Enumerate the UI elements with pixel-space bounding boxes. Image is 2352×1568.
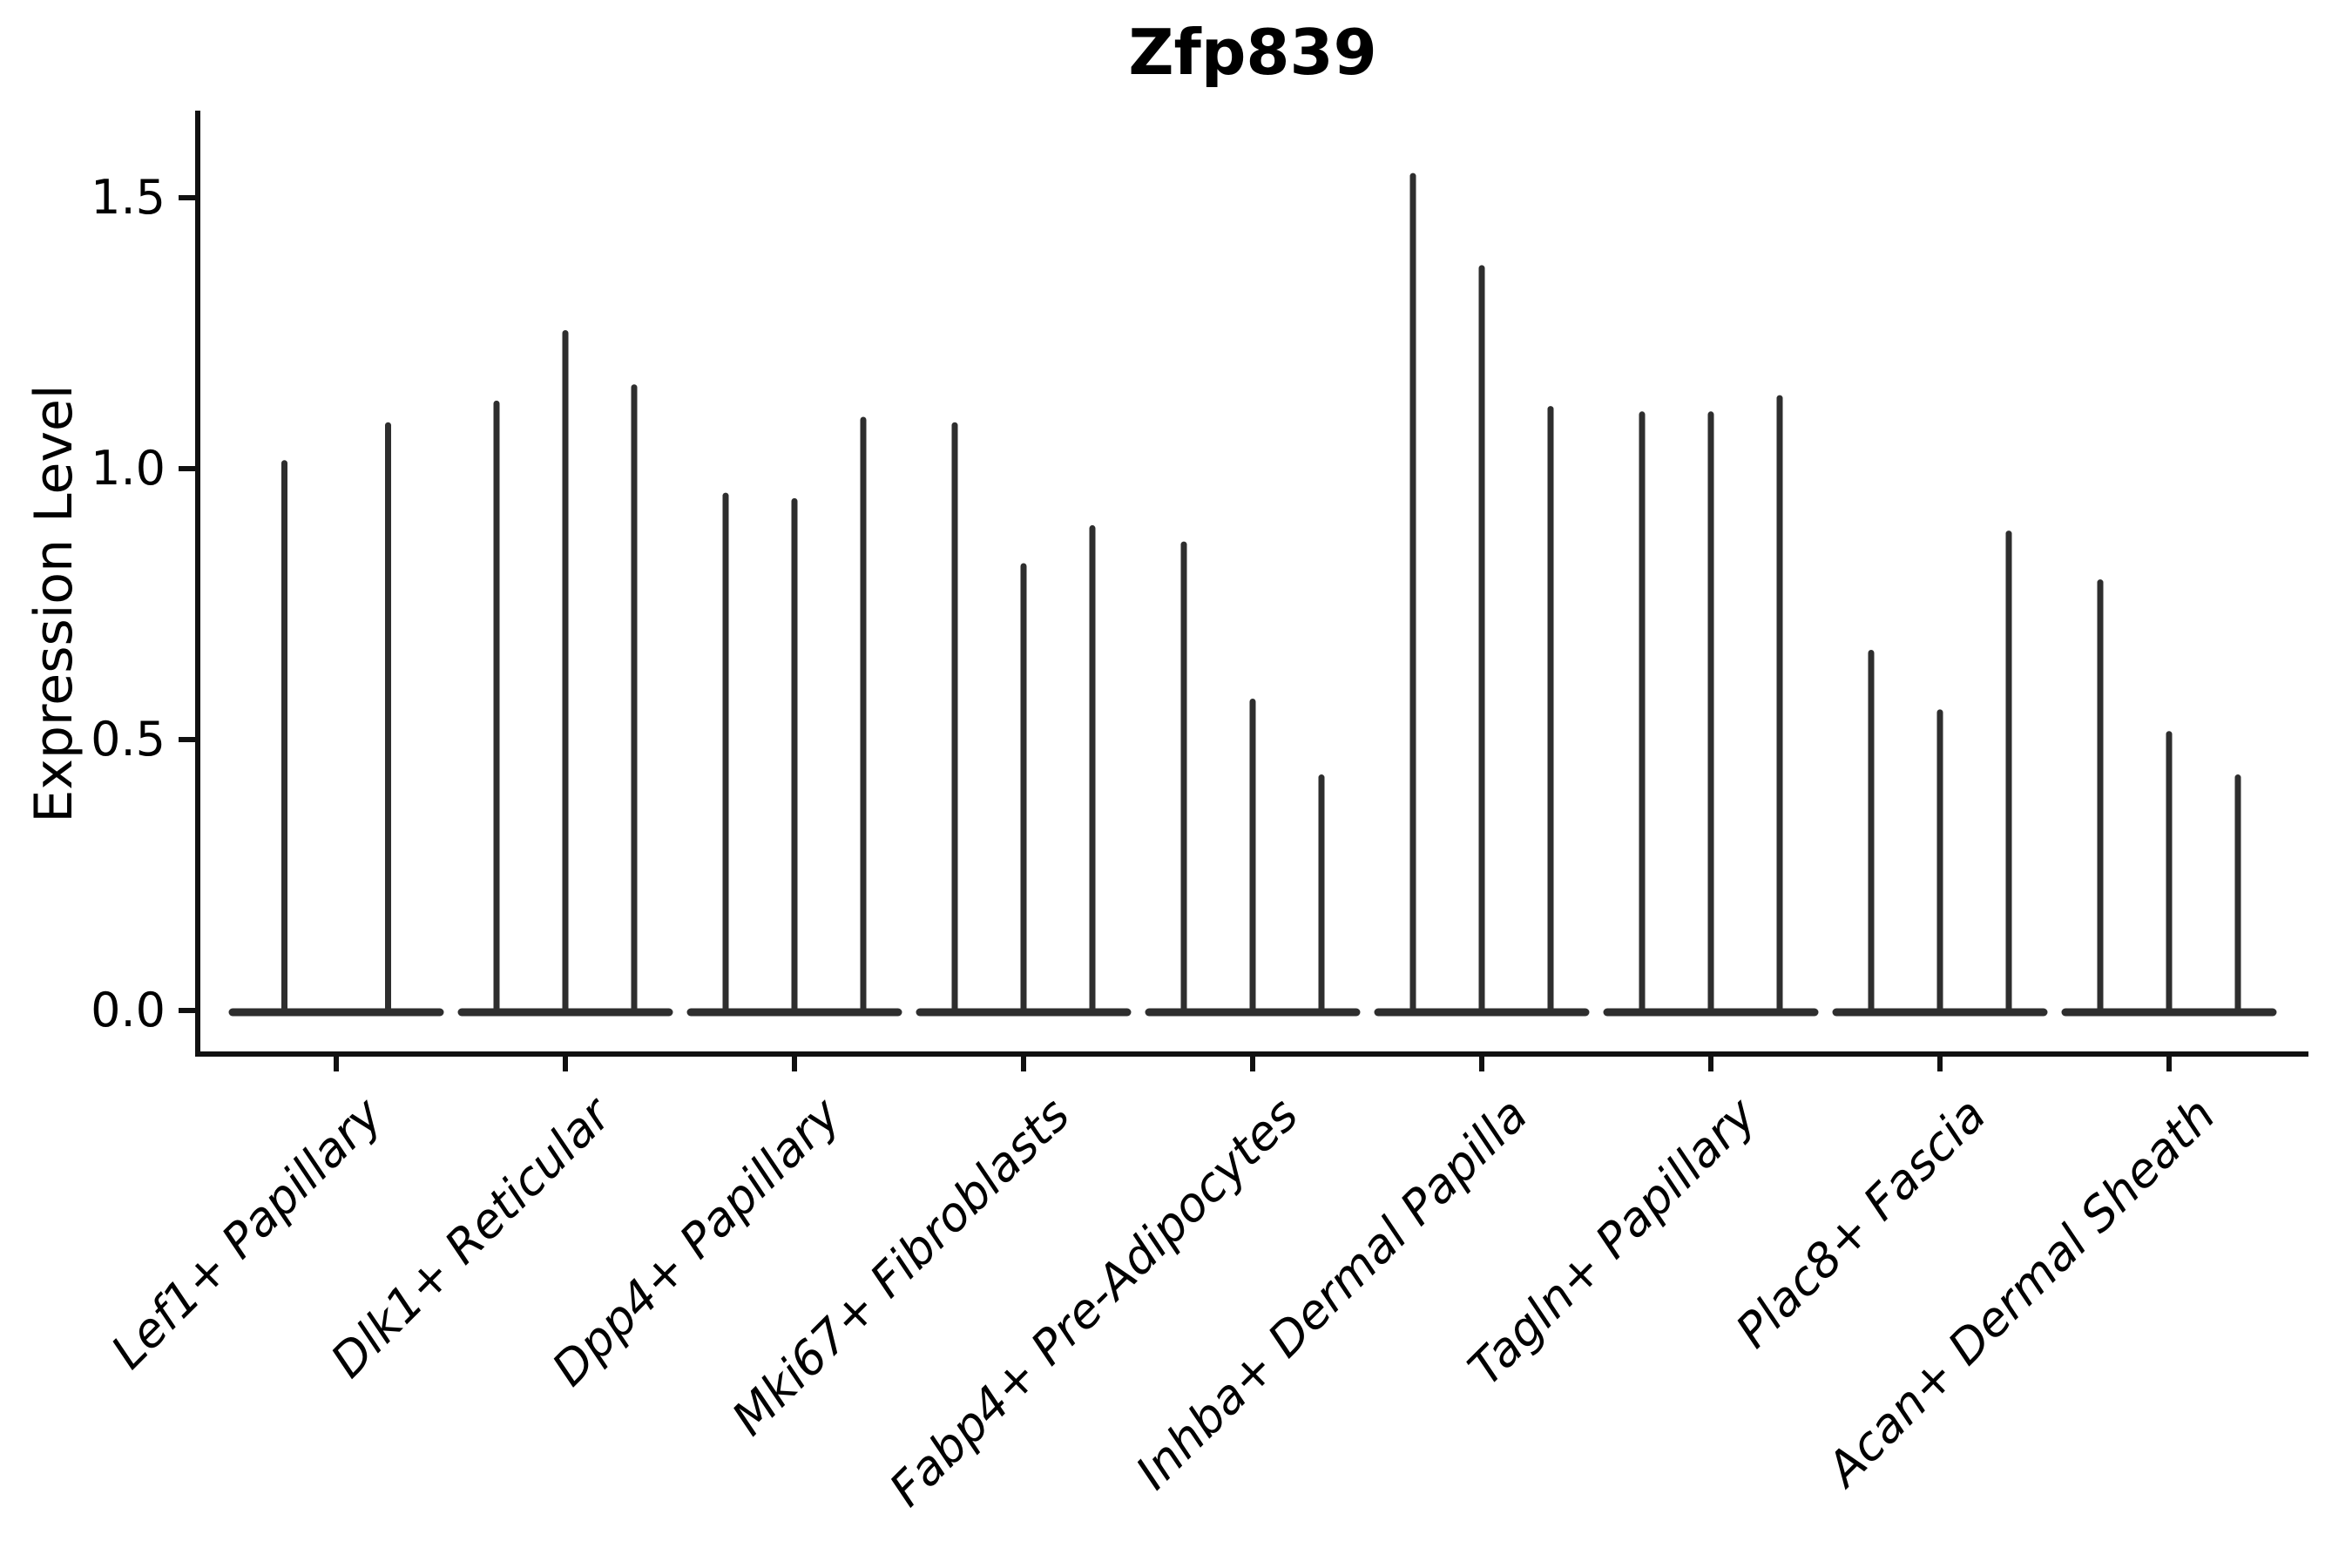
chart-title: Zfp839 [1128,16,1377,89]
y-tick-label: 0.0 [91,983,166,1037]
y-tick-label: 0.5 [91,712,166,767]
y-tick-label: 1.5 [91,170,166,225]
y-tick-label: 1.0 [91,441,166,496]
